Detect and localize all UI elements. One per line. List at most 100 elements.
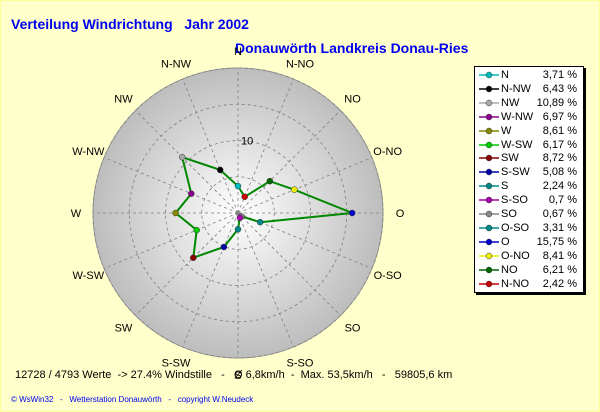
legend-label: O-NO	[501, 249, 530, 262]
legend-value: 5,08 %	[542, 166, 577, 179]
radar-spoke	[237, 157, 373, 214]
legend-value: 10,89 %	[536, 96, 577, 109]
legend-entry: SO 0,67 %	[475, 208, 583, 222]
chart-title: Verteilung Windrichtung Jahr 2002	[11, 16, 249, 32]
legend-value: 6,43 %	[542, 82, 577, 95]
legend-label: NW	[501, 96, 520, 109]
legend-entry: W 8,61 %	[475, 125, 583, 139]
direction-label: O-SO	[374, 270, 403, 282]
legend-value: 2,24 %	[542, 180, 577, 193]
legend-entry: O-NO 8,41 %	[475, 250, 583, 264]
legend-label: O	[501, 235, 510, 248]
legend-marker-icon	[479, 169, 499, 176]
legend-value: 6,17 %	[542, 138, 577, 151]
radar-spoke	[237, 78, 294, 214]
direction-label: NO	[344, 93, 361, 105]
legend-entry: N 3,71 %	[475, 69, 583, 83]
series-point	[188, 190, 195, 197]
series-point	[236, 214, 244, 221]
legend: N 3,71 % N-NW 6,43 % NW 10,89 % W-NW 6,97 % W 8,6…	[474, 66, 584, 293]
legend-marker-icon	[479, 85, 499, 93]
radar-spoke	[237, 110, 341, 214]
direction-label: O	[396, 208, 405, 220]
legend-marker-icon	[479, 266, 499, 273]
direction-label: S-SW	[162, 358, 191, 370]
legend-marker-icon	[479, 280, 499, 287]
direction-labels: N N-NO NO O-NO O O-SO SO S-SO S S-SW SW W-SW W W-NW NW…	[71, 46, 405, 382]
legend-label: W-SW	[501, 138, 533, 151]
series-point	[178, 153, 186, 161]
legend-marker-icon	[479, 182, 499, 190]
radar-spoke	[135, 110, 239, 214]
legend-entry: SW 8,72 %	[475, 152, 583, 166]
direction-label: N-NW	[161, 58, 192, 70]
legend-value: 6,97 %	[542, 110, 577, 123]
direction-label: W-SW	[73, 270, 105, 282]
legend-entry: N-NW 6,43 %	[475, 83, 583, 97]
legend-value: 6,21 %	[542, 263, 577, 276]
direction-label: SW	[115, 323, 133, 335]
radar-spoke	[182, 212, 239, 348]
legend-entry: N-NO 2,42 %	[475, 278, 583, 292]
series-point	[190, 254, 197, 261]
legend-entry: NO 6,21 %	[475, 264, 583, 278]
legend-marker-icon	[479, 196, 499, 204]
legend-value: 0,67 %	[542, 208, 577, 220]
direction-label: N-NO	[286, 58, 315, 70]
series-point	[348, 209, 356, 217]
legend-marker-icon	[479, 252, 499, 259]
legend-entry: S-SW 5,08 %	[475, 166, 583, 180]
legend-marker-icon	[479, 210, 499, 218]
radar-spoke	[182, 78, 239, 214]
series-point	[266, 177, 274, 185]
radar-spoke	[135, 212, 239, 316]
direction-label: NW	[114, 93, 133, 105]
series-point	[234, 182, 242, 190]
legend-label: W-NW	[501, 110, 534, 123]
legend-label: O-SO	[501, 221, 530, 234]
direction-label: O-NO	[373, 146, 402, 158]
legend-entry: O-SO 3,31 %	[475, 222, 583, 236]
direction-label: W	[71, 208, 82, 220]
legend-label: S-SO	[501, 194, 528, 207]
radar-spoke	[237, 212, 294, 348]
legend-marker-icon	[479, 127, 499, 134]
legend-label: SO	[501, 208, 517, 220]
legend-marker-icon	[479, 113, 499, 120]
legend-value: 8,61 %	[542, 124, 577, 137]
series-point	[241, 193, 248, 201]
legend-value: 3,31 %	[542, 221, 577, 234]
series-point	[256, 218, 264, 226]
legend-entry: W-SW 6,17 %	[475, 139, 583, 153]
legend-value: 2,42 %	[542, 277, 577, 290]
legend-value: 8,72 %	[542, 152, 577, 165]
radar-spoke	[237, 212, 341, 316]
legend-entry: NW 10,89 %	[475, 97, 583, 111]
legend-entry: W-NW 6,97 %	[475, 111, 583, 125]
legend-label: N-NO	[501, 277, 530, 290]
legend-marker-icon	[479, 141, 499, 148]
legend-marker-icon	[479, 224, 499, 232]
series-point	[193, 226, 200, 234]
direction-label: S-SO	[287, 358, 314, 370]
legend-marker-icon	[479, 99, 499, 107]
legend-label: SW	[501, 152, 519, 165]
series-point	[172, 209, 179, 217]
wind-series	[172, 153, 356, 261]
legend-label: N-NW	[501, 82, 531, 95]
radar-spoke	[103, 157, 239, 214]
legend-entry: S-SO 0,7 %	[475, 194, 583, 208]
legend-marker-icon	[479, 238, 499, 246]
credits-footer: © WsWin32 - Wetterstation Donauwörth - c…	[11, 395, 254, 404]
ring-label: 10	[241, 136, 253, 148]
chart-subtitle: Donauwörth Landkreis Donau-Ries	[235, 40, 469, 56]
legend-value: 15,75 %	[536, 235, 577, 248]
direction-label: N	[234, 46, 242, 58]
series-point	[216, 166, 224, 174]
radar-spoke	[103, 212, 239, 269]
legend-label: S-SW	[501, 166, 530, 179]
legend-label: NO	[501, 263, 518, 276]
series-point	[234, 225, 242, 233]
